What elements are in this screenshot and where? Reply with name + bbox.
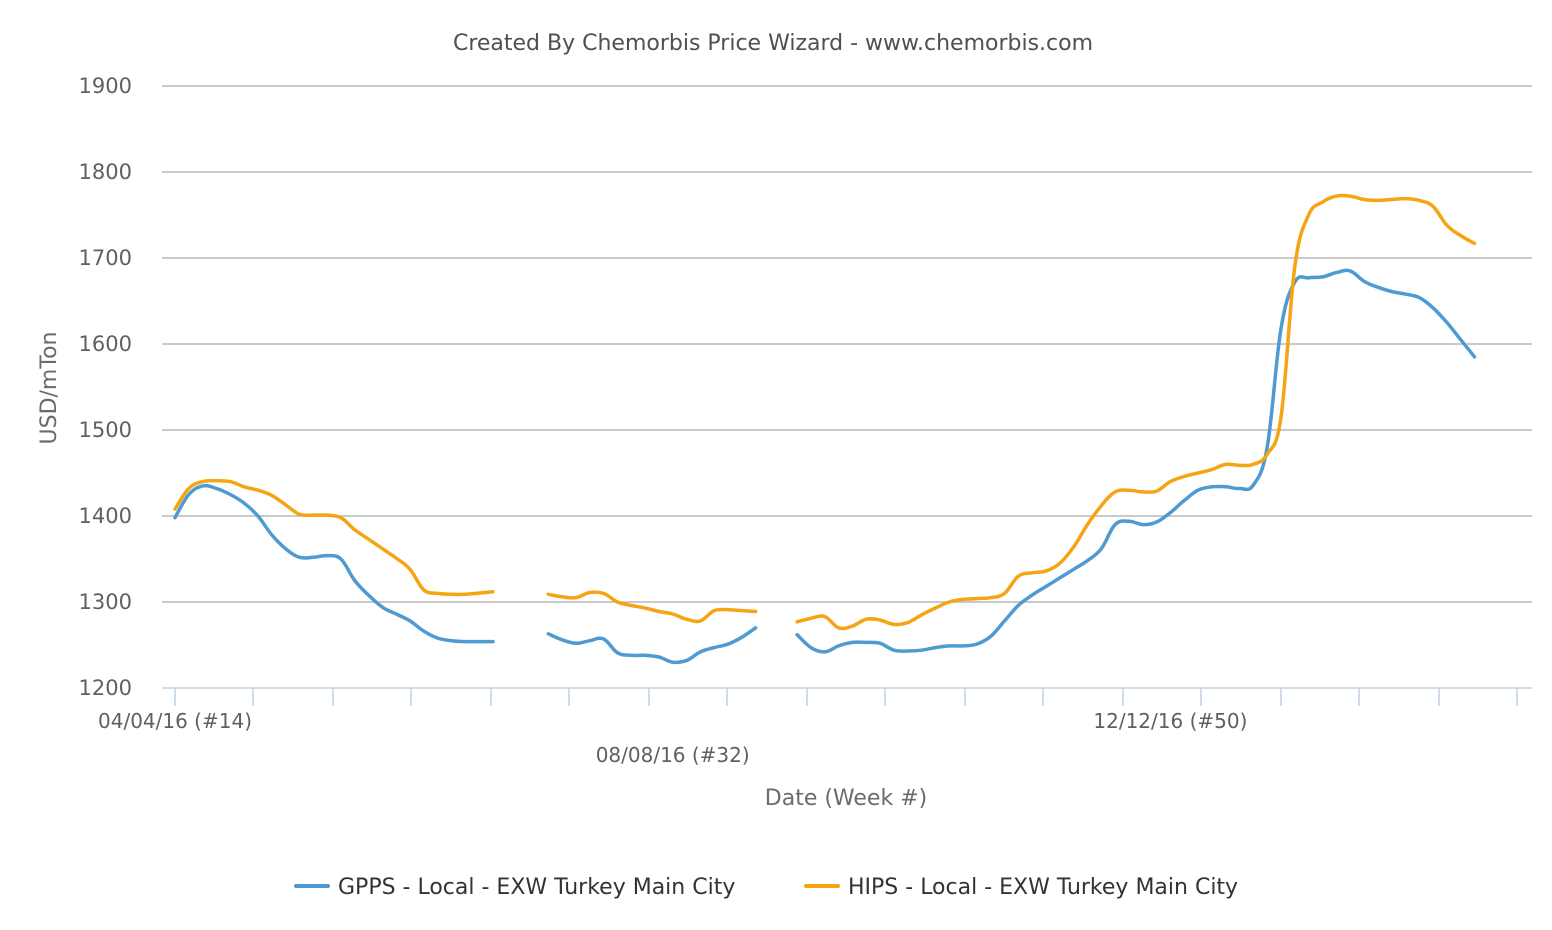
y-tick-label: 1200	[79, 676, 132, 700]
legend: GPPS - Local - EXW Turkey Main City HIPS …	[294, 875, 1238, 900]
y-tick-label: 1500	[79, 418, 132, 442]
series-lines	[173, 193, 1477, 665]
series-1-segment-1	[546, 590, 758, 624]
legend-item-label[interactable]: GPPS - Local - EXW Turkey Main City	[338, 875, 735, 900]
grid-lines	[162, 85, 1532, 603]
series-1-segment-0	[173, 478, 495, 597]
y-tick-label: 1600	[79, 332, 132, 356]
series-0-segment-2	[795, 268, 1477, 654]
legend-item-label[interactable]: HIPS - Local - EXW Turkey Main City	[848, 875, 1238, 900]
y-tick-label: 1400	[79, 504, 132, 528]
series-1-segment-2	[795, 193, 1477, 631]
x-tick-label: 04/04/16 (#14)	[98, 709, 252, 733]
y-tick-label: 1300	[79, 590, 132, 614]
x-axis-title: Date (Week #)	[765, 786, 927, 811]
y-tick-label: 1700	[79, 246, 132, 270]
y-axis-title: USD/mTon	[37, 332, 62, 445]
chart-title: Created By Chemorbis Price Wizard - www.…	[453, 31, 1093, 56]
series-0-segment-0	[173, 483, 495, 644]
x-axis-tick-labels: 04/04/16 (#14) 08/08/16 (#32) 12/12/16 (#5…	[98, 709, 1247, 767]
y-axis-tick-labels: 1200 1300 1400 1500 1600 1700 1800 1900	[79, 74, 132, 700]
x-axis	[162, 687, 1532, 706]
series-0-segment-1	[546, 626, 758, 665]
x-tick-label: 08/08/16 (#32)	[596, 743, 750, 767]
y-tick-label: 1900	[79, 74, 132, 98]
x-tick-label: 12/12/16 (#50)	[1093, 709, 1247, 733]
y-tick-label: 1800	[79, 160, 132, 184]
